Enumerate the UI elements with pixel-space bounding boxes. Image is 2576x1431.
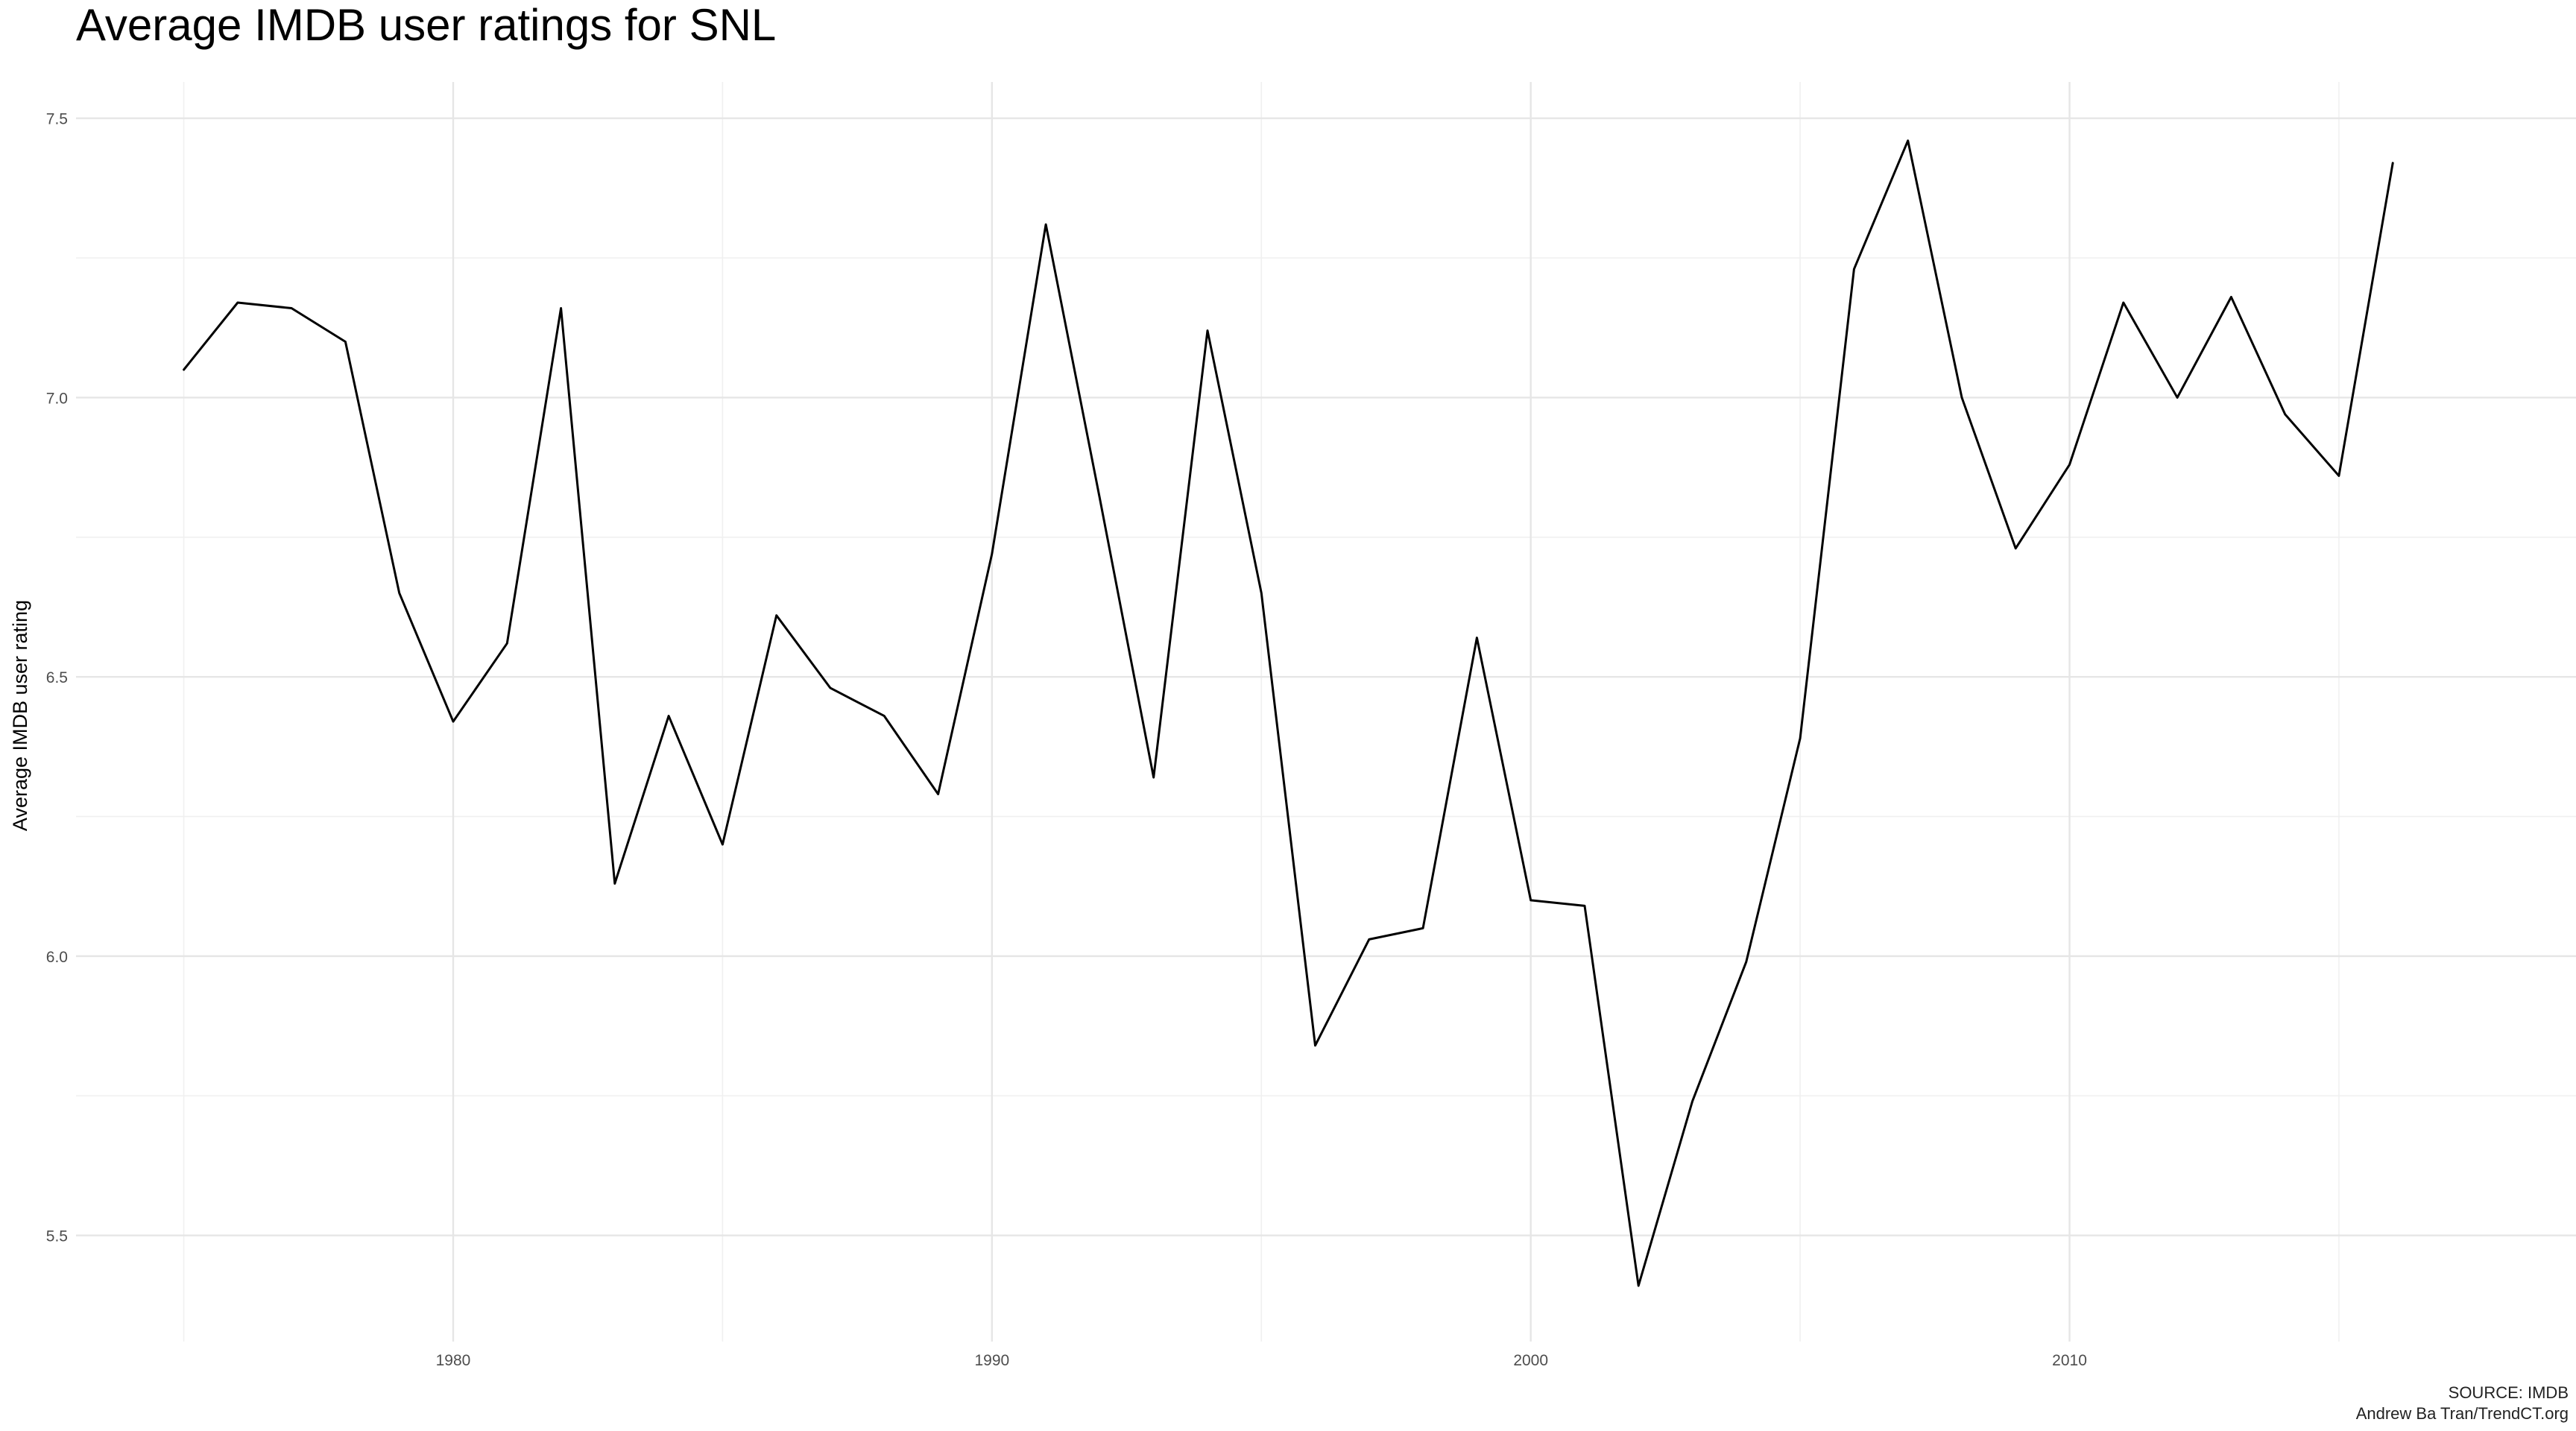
source-caption: SOURCE: IMDB xyxy=(2449,1383,2569,1402)
series-layer xyxy=(183,139,2394,1287)
y-axis-label: Average IMDB user rating xyxy=(9,600,31,831)
y-tick-label: 7.5 xyxy=(46,111,68,128)
plot-grid xyxy=(76,82,2576,1342)
x-tick-label: 2000 xyxy=(1513,1352,1548,1369)
y-tick-label: 6.5 xyxy=(46,669,68,686)
y-tick-label: 5.5 xyxy=(46,1228,68,1245)
y-tick-label: 6.0 xyxy=(46,949,68,966)
y-tick-label: 7.0 xyxy=(46,390,68,407)
x-tick-label: 1980 xyxy=(436,1352,471,1369)
chart-title: Average IMDB user ratings for SNL xyxy=(76,0,776,50)
x-tick-label: 2010 xyxy=(2052,1352,2087,1369)
series-line xyxy=(183,139,2394,1287)
x-tick-label: 1990 xyxy=(974,1352,1009,1369)
credit-caption: Andrew Ba Tran/TrendCT.org xyxy=(2356,1404,2569,1423)
x-axis-ticks: 1980 1990 2000 2010 xyxy=(436,1352,2087,1369)
y-axis-ticks: 5.5 6.0 6.5 7.0 7.5 xyxy=(46,111,68,1245)
